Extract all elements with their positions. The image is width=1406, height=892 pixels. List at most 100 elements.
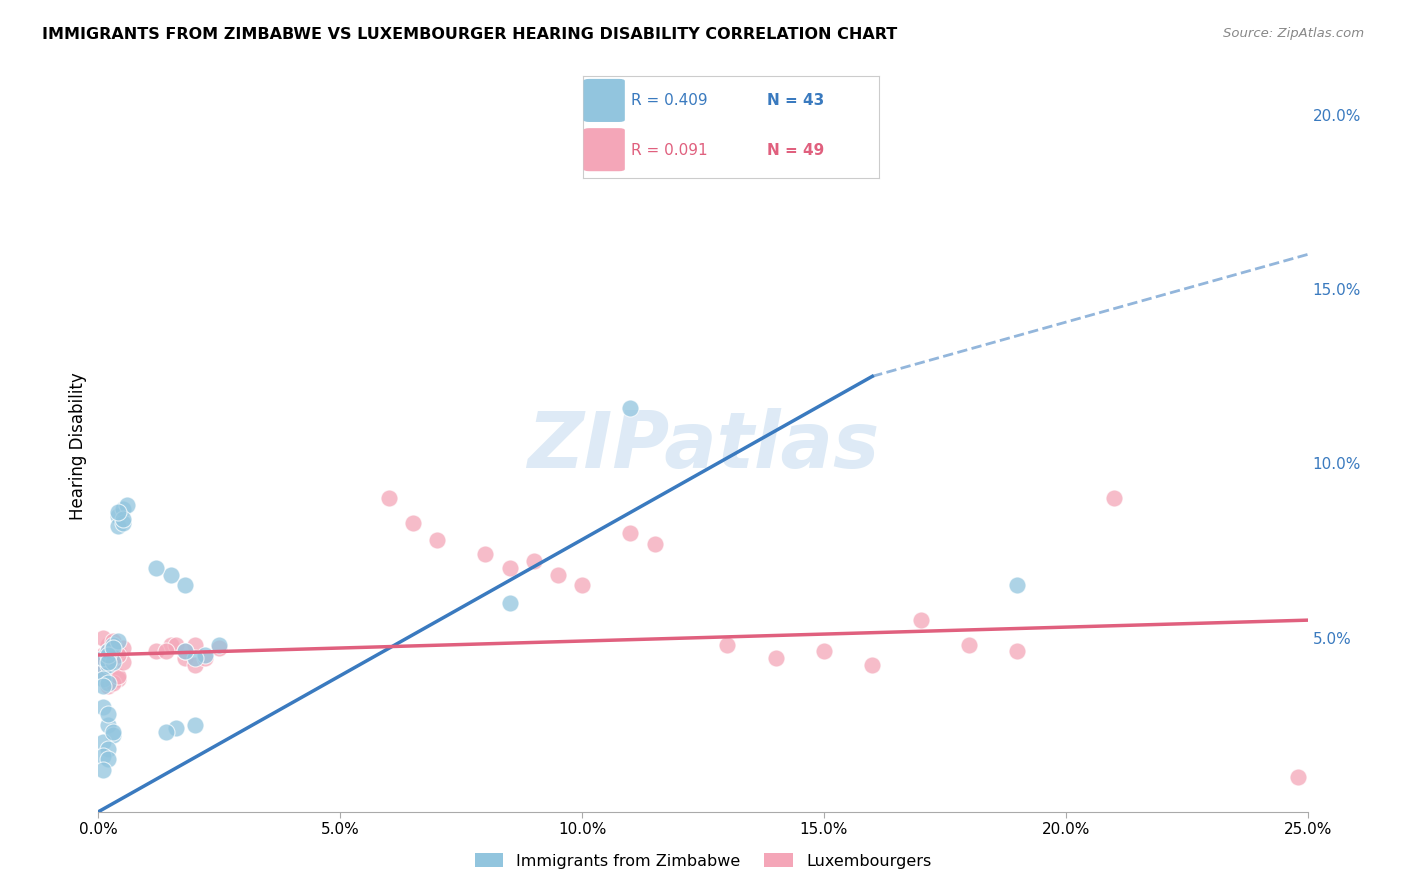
Point [498, 561, 520, 575]
Point [1286, 770, 1309, 784]
Point [402, 516, 425, 530]
Point [97, 676, 120, 690]
Point [97, 655, 120, 669]
Legend: Immigrants from Zimbabwe, Luxembourgers: Immigrants from Zimbabwe, Luxembourgers [468, 847, 938, 875]
Text: N = 49: N = 49 [766, 144, 824, 158]
Point [910, 613, 932, 627]
Point [91, 735, 114, 749]
Point [1007, 578, 1029, 592]
Point [377, 491, 399, 506]
Point [165, 638, 187, 652]
Point [194, 651, 217, 665]
Point [97, 644, 120, 658]
Text: R = 0.409: R = 0.409 [631, 93, 707, 108]
Point [474, 547, 496, 561]
Point [107, 669, 129, 683]
Point [101, 655, 124, 669]
Point [174, 651, 197, 665]
Point [101, 634, 124, 648]
Point [101, 640, 124, 655]
Point [426, 533, 449, 547]
Point [194, 648, 217, 662]
Point [107, 519, 129, 533]
Point [91, 679, 114, 693]
Point [101, 638, 124, 652]
Point [97, 679, 120, 693]
Point [101, 640, 124, 655]
Point [160, 567, 183, 582]
Point [91, 648, 114, 662]
Point [174, 644, 197, 658]
Point [91, 700, 114, 714]
Point [97, 651, 120, 665]
Point [101, 651, 124, 665]
Point [571, 578, 593, 592]
Text: Source: ZipAtlas.com: Source: ZipAtlas.com [1223, 27, 1364, 40]
Point [101, 676, 124, 690]
Point [155, 644, 177, 658]
Text: IMMIGRANTS FROM ZIMBABWE VS LUXEMBOURGER HEARING DISABILITY CORRELATION CHART: IMMIGRANTS FROM ZIMBABWE VS LUXEMBOURGER… [42, 27, 897, 42]
Point [160, 638, 183, 652]
Point [619, 401, 641, 415]
Point [107, 505, 129, 519]
Text: ZIPatlas: ZIPatlas [527, 408, 879, 484]
FancyBboxPatch shape [583, 128, 624, 171]
Point [208, 638, 231, 652]
Point [97, 658, 120, 673]
Point [619, 526, 641, 541]
Point [97, 662, 120, 676]
Point [111, 501, 134, 516]
Point [184, 658, 207, 673]
Point [184, 651, 207, 665]
Point [498, 596, 520, 610]
Y-axis label: Hearing Disability: Hearing Disability [69, 372, 87, 520]
Text: R = 0.091: R = 0.091 [631, 144, 707, 158]
Point [91, 749, 114, 764]
Point [184, 717, 207, 731]
Point [765, 651, 787, 665]
Point [107, 634, 129, 648]
Point [91, 763, 114, 777]
Point [101, 728, 124, 742]
Point [101, 724, 124, 739]
Point [97, 644, 120, 658]
Point [111, 516, 134, 530]
Point [644, 536, 666, 550]
Point [107, 644, 129, 658]
Point [91, 651, 114, 665]
Point [101, 658, 124, 673]
Point [208, 640, 231, 655]
Point [165, 721, 187, 735]
Point [117, 498, 139, 512]
Point [1007, 644, 1029, 658]
Point [547, 567, 569, 582]
Point [107, 673, 129, 687]
Point [97, 717, 120, 731]
Point [174, 578, 197, 592]
Point [111, 640, 134, 655]
Point [523, 554, 546, 568]
Point [1102, 491, 1125, 506]
Point [97, 638, 120, 652]
Point [107, 508, 129, 523]
Point [155, 724, 177, 739]
Point [97, 648, 120, 662]
Point [97, 707, 120, 722]
Point [145, 644, 167, 658]
Point [813, 644, 835, 658]
Point [111, 512, 134, 526]
Point [860, 658, 883, 673]
Point [97, 752, 120, 766]
Point [184, 638, 207, 652]
Point [145, 561, 167, 575]
Text: N = 43: N = 43 [766, 93, 824, 108]
Point [716, 638, 738, 652]
Point [97, 742, 120, 756]
Point [957, 638, 980, 652]
Point [111, 655, 134, 669]
Point [91, 665, 114, 680]
Point [91, 631, 114, 645]
Point [91, 673, 114, 687]
Point [174, 644, 197, 658]
FancyBboxPatch shape [583, 78, 624, 122]
